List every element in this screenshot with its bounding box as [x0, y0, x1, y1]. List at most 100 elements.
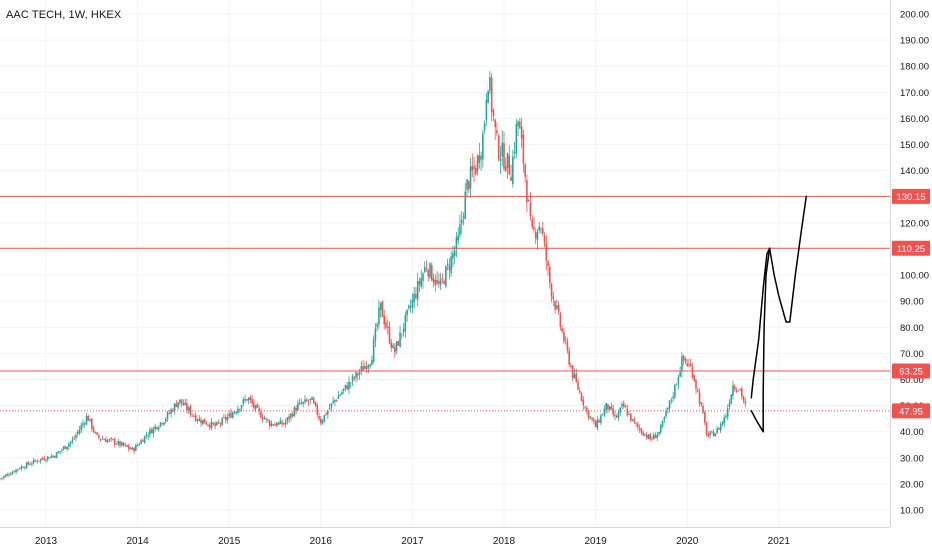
candle-body: [436, 280, 438, 284]
candle-body: [656, 434, 659, 438]
candle-body: [238, 409, 241, 410]
candle-body: [430, 265, 433, 281]
candle-body: [18, 468, 21, 470]
candle-body: [309, 398, 312, 401]
candle-body: [397, 341, 400, 346]
candle-body: [571, 365, 574, 378]
candle-body: [142, 440, 144, 442]
candle-body: [404, 314, 407, 332]
candle-body: [124, 444, 127, 446]
candle-body: [471, 165, 474, 171]
candle-body: [608, 406, 611, 410]
candle-body: [476, 155, 479, 172]
price-tick-label: 120.00: [900, 218, 929, 229]
candle-body: [492, 110, 495, 116]
candle-body: [87, 415, 90, 421]
candle-body: [279, 420, 282, 424]
freehand-line: [750, 247, 771, 433]
price-tick-label: 30.00: [900, 453, 924, 464]
candle-body: [445, 266, 447, 287]
candle-body: [92, 427, 95, 432]
candle-body: [593, 419, 595, 422]
level-label-box: [892, 240, 930, 256]
candle-body: [325, 413, 327, 415]
candle-body: [698, 392, 701, 404]
freehand-line: [750, 195, 808, 399]
freehand-drawings: [750, 195, 808, 433]
candle-body: [667, 407, 669, 410]
candle-body: [510, 176, 512, 181]
candle-body: [59, 451, 61, 452]
candle-body: [161, 423, 164, 425]
candle-body: [418, 280, 421, 285]
candle-body: [519, 121, 521, 129]
candle-body: [283, 423, 285, 425]
candle-body: [577, 381, 579, 390]
candle-body: [393, 347, 396, 353]
candle-body: [99, 438, 102, 440]
candle-body: [443, 280, 445, 285]
candle-body: [716, 428, 718, 433]
candle-body: [637, 424, 639, 428]
candle-body: [674, 384, 676, 398]
candle-body: [64, 445, 67, 449]
candle-body: [390, 342, 393, 349]
candle-body: [693, 375, 696, 382]
candle-body: [205, 423, 208, 425]
candle-body: [601, 414, 604, 416]
candle-body: [235, 411, 238, 413]
candle-body: [196, 419, 199, 421]
candle-body: [450, 256, 452, 274]
candle-body: [242, 399, 245, 404]
price-tick-label: 40.00: [900, 427, 924, 438]
candle-body: [83, 423, 86, 425]
candle-body: [385, 322, 387, 328]
candle-body: [110, 438, 112, 440]
candle-body: [432, 278, 435, 283]
candle-body: [672, 396, 674, 399]
candle-body: [351, 376, 354, 382]
candle-body: [288, 416, 290, 419]
time-tick-label: 2018: [493, 536, 516, 547]
candle-body: [719, 424, 722, 431]
candle-body: [448, 265, 451, 271]
price-tick-label: 20.00: [900, 479, 924, 490]
candle-body: [342, 388, 345, 391]
candle-body: [665, 410, 667, 417]
candle-body: [2, 476, 5, 478]
candle-body: [247, 398, 250, 401]
candle-body: [13, 471, 16, 473]
symbol-title[interactable]: AAC TECH, 1W, HKEX: [6, 9, 122, 21]
candle-body: [573, 374, 576, 379]
candle-body: [644, 434, 646, 436]
candle-body: [615, 415, 618, 418]
price-tick-label: 140.00: [900, 166, 929, 177]
candle-body: [704, 412, 706, 423]
candle-body: [696, 390, 699, 392]
candle-body: [527, 200, 530, 202]
candle-body: [323, 414, 326, 422]
candle-body: [91, 418, 93, 429]
candle-body: [184, 402, 186, 405]
price-tick-label: 100.00: [900, 271, 929, 282]
candle-body: [231, 412, 234, 418]
candle-body: [71, 439, 74, 442]
candle-body: [614, 415, 616, 416]
candle-body: [180, 399, 183, 404]
candle-body: [371, 360, 373, 366]
time-axis: 2013 2014 2015 2016 2017 2018 2019 2020 2021: [35, 536, 790, 547]
candle-body: [94, 432, 97, 434]
candle-body: [659, 425, 662, 433]
candle-body: [633, 419, 636, 423]
candle-body: [112, 438, 114, 440]
candle-body: [355, 372, 357, 378]
candle-body: [718, 428, 720, 430]
candle-body: [172, 409, 174, 412]
candle-body: [316, 405, 319, 415]
candle-body: [695, 380, 697, 389]
candle-body: [464, 191, 467, 220]
candle-body: [263, 418, 266, 420]
candle-body: [136, 444, 139, 446]
candle-body: [411, 299, 414, 308]
